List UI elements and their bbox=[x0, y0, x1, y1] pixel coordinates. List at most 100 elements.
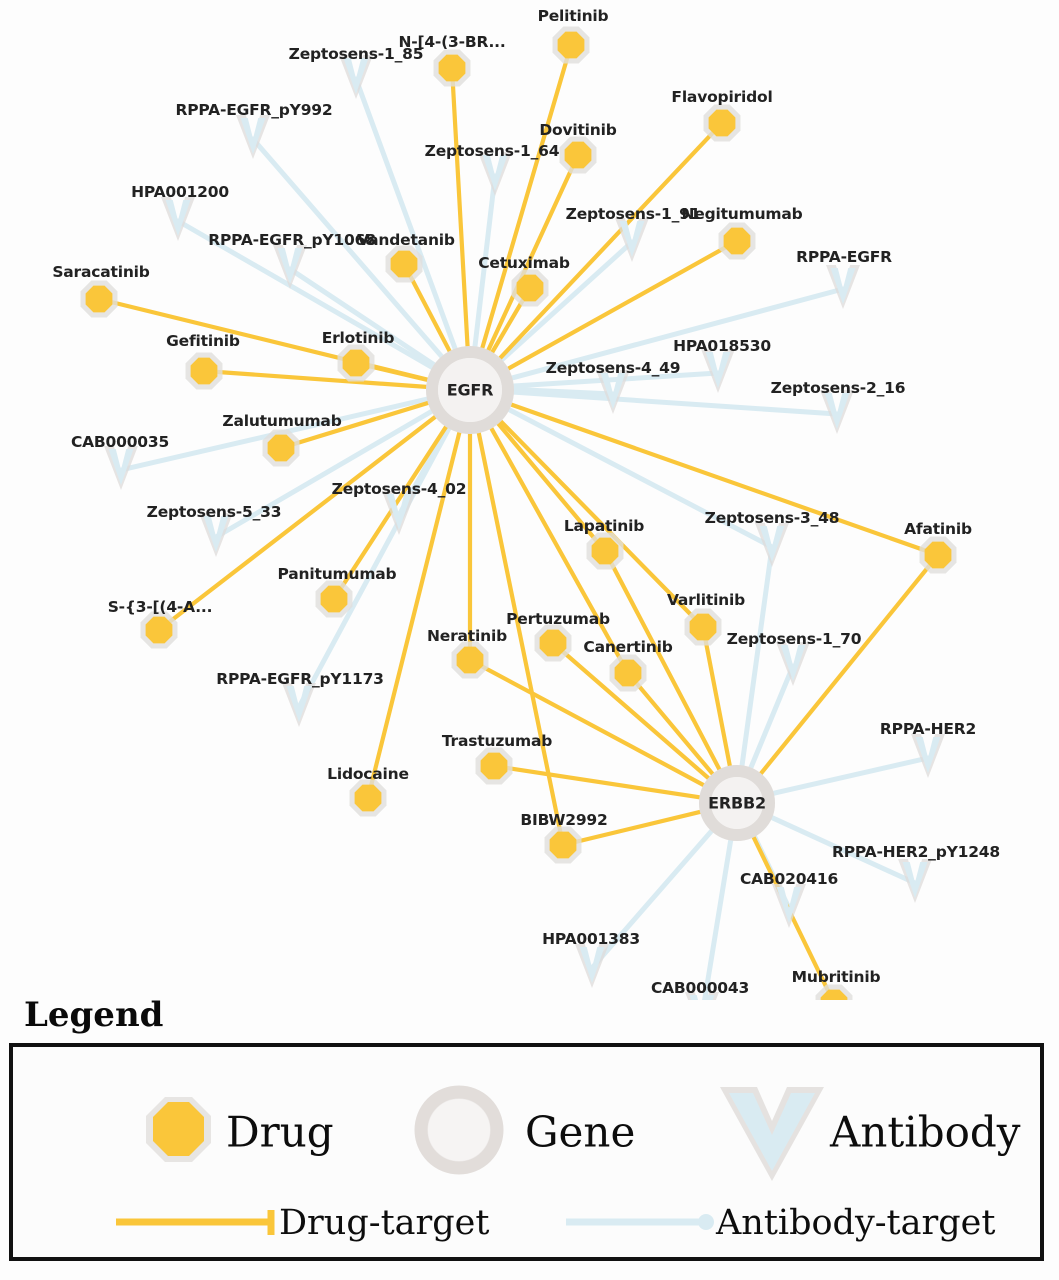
drug-node[interactable] bbox=[385, 245, 423, 283]
gene-node[interactable] bbox=[699, 765, 775, 841]
antibody-node-shape bbox=[343, 58, 369, 94]
drug-node[interactable] bbox=[262, 429, 300, 467]
antibody-node[interactable] bbox=[161, 197, 195, 241]
antibody-target-edge[interactable] bbox=[739, 544, 775, 770]
drug-target-edge[interactable] bbox=[750, 833, 837, 1006]
drug-target-edge[interactable] bbox=[201, 368, 431, 390]
legend-gene-label: Gene bbox=[525, 1107, 636, 1157]
antibody-node[interactable] bbox=[575, 944, 609, 988]
drug-node[interactable] bbox=[552, 26, 590, 64]
drug-target-edge[interactable] bbox=[497, 417, 706, 630]
antibody-node[interactable] bbox=[282, 683, 316, 727]
antibody-node[interactable] bbox=[382, 491, 416, 535]
antibody-node[interactable] bbox=[826, 265, 860, 309]
drug-node-shape bbox=[390, 250, 418, 278]
antibody-node-shape bbox=[277, 248, 303, 284]
antibody-node[interactable] bbox=[478, 152, 512, 196]
drug-node[interactable] bbox=[349, 779, 387, 817]
antibody-node[interactable] bbox=[772, 884, 806, 928]
drug-target-edge[interactable] bbox=[550, 640, 712, 782]
antibody-node-shape bbox=[386, 494, 412, 530]
antibody-node[interactable] bbox=[685, 992, 719, 1036]
antibody-node[interactable] bbox=[776, 642, 810, 686]
antibody-node[interactable] bbox=[701, 349, 735, 393]
drug-node[interactable] bbox=[684, 608, 722, 646]
drug-node-shape bbox=[539, 629, 567, 657]
gene-node[interactable] bbox=[426, 346, 514, 434]
antibody-target-edge[interactable] bbox=[497, 239, 635, 364]
antibody-target-edge[interactable] bbox=[250, 136, 446, 361]
drug-node[interactable] bbox=[185, 352, 223, 390]
antibody-target-edge[interactable] bbox=[699, 835, 734, 1019]
drug-target-edge[interactable] bbox=[156, 413, 439, 633]
antibody-node[interactable] bbox=[911, 734, 945, 778]
antibody-node[interactable] bbox=[273, 245, 307, 289]
antibody-target-edge[interactable] bbox=[769, 755, 931, 797]
antibody-target-edge[interactable] bbox=[509, 386, 616, 397]
network-graph[interactable]: Pelitinib N-[4-(3-BR... Flavopiridol Doviti… bbox=[0, 0, 1059, 1036]
antibody-target-edge[interactable] bbox=[509, 370, 721, 389]
drug-target-edge[interactable] bbox=[700, 624, 733, 770]
antibody-target-edge[interactable] bbox=[509, 389, 840, 417]
antibody-node[interactable] bbox=[755, 523, 789, 567]
drug-target-edge[interactable] bbox=[560, 809, 705, 848]
drug-target-edge[interactable] bbox=[479, 42, 574, 352]
drug-node-shape bbox=[557, 31, 585, 59]
antibody-node[interactable] bbox=[236, 115, 270, 159]
drug-node[interactable] bbox=[511, 269, 549, 307]
antibody-node[interactable] bbox=[898, 859, 932, 903]
drug-node[interactable] bbox=[80, 280, 118, 318]
antibody-target-edge[interactable] bbox=[175, 218, 437, 371]
drug-node-shape bbox=[480, 752, 508, 780]
drug-node[interactable] bbox=[544, 826, 582, 864]
drug-node[interactable] bbox=[919, 536, 957, 574]
legend-antibody-target-edge-icon bbox=[566, 1214, 714, 1230]
drug-target-edge[interactable] bbox=[485, 152, 581, 354]
legend-drug-target-label: Drug-target bbox=[279, 1203, 490, 1243]
drug-target-edge[interactable] bbox=[449, 65, 470, 351]
drug-node[interactable] bbox=[315, 580, 353, 618]
legend-antibody-icon bbox=[720, 1087, 824, 1181]
antibody-target-edge[interactable] bbox=[505, 406, 775, 550]
drug-target-edge[interactable] bbox=[494, 420, 608, 554]
drug-target-edge[interactable] bbox=[507, 401, 941, 558]
antibody-node[interactable] bbox=[820, 390, 854, 434]
drug-node[interactable] bbox=[718, 222, 756, 260]
antibody-node[interactable] bbox=[339, 55, 373, 99]
drug-target-edge[interactable] bbox=[496, 120, 725, 362]
drug-node[interactable] bbox=[609, 654, 647, 692]
antibody-target-edge[interactable] bbox=[767, 814, 918, 886]
drug-target-edge[interactable] bbox=[467, 657, 708, 789]
antibody-target-edge[interactable] bbox=[507, 286, 846, 381]
drug-target-edge[interactable] bbox=[757, 552, 941, 778]
drug-node[interactable] bbox=[586, 532, 624, 570]
drug-target-edge[interactable] bbox=[491, 763, 704, 800]
drug-target-edge[interactable] bbox=[365, 428, 462, 801]
drug-target-edge[interactable] bbox=[625, 670, 716, 778]
drug-node[interactable] bbox=[534, 624, 572, 662]
drug-target-edge[interactable] bbox=[476, 429, 566, 848]
antibody-target-edge[interactable] bbox=[287, 266, 439, 369]
drug-node[interactable] bbox=[703, 104, 741, 142]
antibody-target-edge[interactable] bbox=[296, 424, 453, 710]
drug-node[interactable] bbox=[140, 611, 178, 649]
antibody-target-edge[interactable] bbox=[472, 173, 498, 351]
antibody-target-edge[interactable] bbox=[213, 407, 436, 540]
drug-target-edge[interactable] bbox=[602, 548, 723, 774]
antibody-target-edge[interactable] bbox=[589, 827, 716, 971]
antibody-target-edge[interactable] bbox=[353, 76, 459, 353]
drug-target-edge[interactable] bbox=[278, 400, 432, 451]
drug-target-edge[interactable] bbox=[504, 238, 740, 372]
antibody-target-edge[interactable] bbox=[747, 663, 796, 772]
drug-node[interactable] bbox=[433, 49, 471, 87]
drug-node[interactable] bbox=[815, 984, 853, 1022]
drug-node[interactable] bbox=[451, 641, 489, 679]
drug-target-edge[interactable] bbox=[488, 424, 631, 676]
drug-node[interactable] bbox=[559, 136, 597, 174]
antibody-node[interactable] bbox=[615, 218, 649, 262]
antibody-node[interactable] bbox=[596, 370, 630, 414]
drug-node[interactable] bbox=[337, 344, 375, 382]
drug-node[interactable] bbox=[475, 747, 513, 785]
antibody-node[interactable] bbox=[104, 446, 138, 490]
antibody-node[interactable] bbox=[199, 513, 233, 557]
